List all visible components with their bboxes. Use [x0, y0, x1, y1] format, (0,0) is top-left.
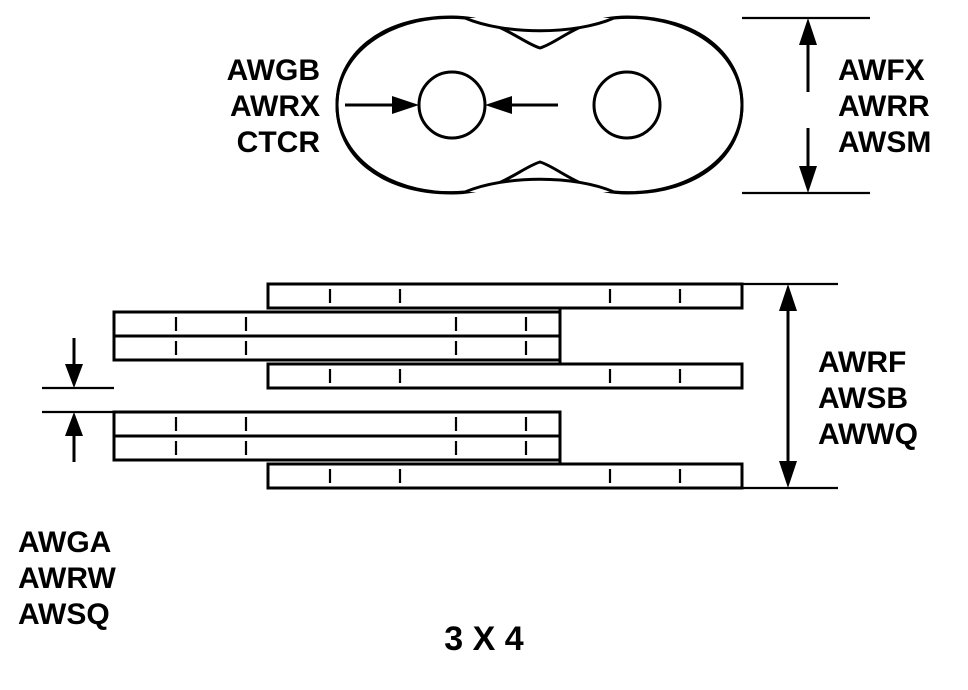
left-hole	[419, 72, 485, 138]
height-dim-label-1: AWRR	[838, 90, 930, 123]
bar-6	[268, 464, 742, 488]
top-view: AWGB AWRX CTCR AWFX AWRR AWSM	[227, 17, 932, 193]
bar-5	[114, 436, 560, 460]
height-dim-label-0: AWFX	[838, 54, 925, 87]
hole-dim-labels: AWGB AWRX CTCR	[227, 54, 321, 159]
gap-dim-label-2: AWSQ	[18, 598, 110, 631]
hole-dim-label-2: CTCR	[237, 126, 321, 159]
side-view: AWRF AWSB AWWQ AWGA AWRW AWSQ	[18, 284, 918, 631]
bar-3	[268, 364, 742, 388]
bar-1	[114, 312, 560, 336]
overall-dim-label-2: AWWQ	[818, 418, 918, 451]
gap-dim: AWGA AWRW AWSQ	[18, 338, 116, 631]
bar-2	[114, 336, 560, 360]
overall-dim-label-0: AWRF	[818, 346, 906, 379]
overall-dim-label-1: AWSB	[818, 382, 908, 415]
bar-0	[268, 284, 742, 308]
hole-dim-label-1: AWRX	[230, 90, 320, 123]
right-hole	[594, 72, 660, 138]
diagram-title: 3 X 4	[444, 620, 523, 658]
hole-dim-label-0: AWGB	[227, 54, 320, 87]
height-dim: AWFX AWRR AWSM	[742, 18, 931, 193]
bar-4	[114, 412, 560, 436]
gap-dim-label-1: AWRW	[18, 562, 116, 595]
technical-diagram: AWGB AWRX CTCR AWFX AWRR AWSM	[0, 0, 968, 690]
height-dim-label-2: AWSM	[838, 126, 931, 159]
overall-height-dim: AWRF AWSB AWWQ	[742, 284, 918, 488]
gap-dim-label-0: AWGA	[18, 526, 111, 559]
